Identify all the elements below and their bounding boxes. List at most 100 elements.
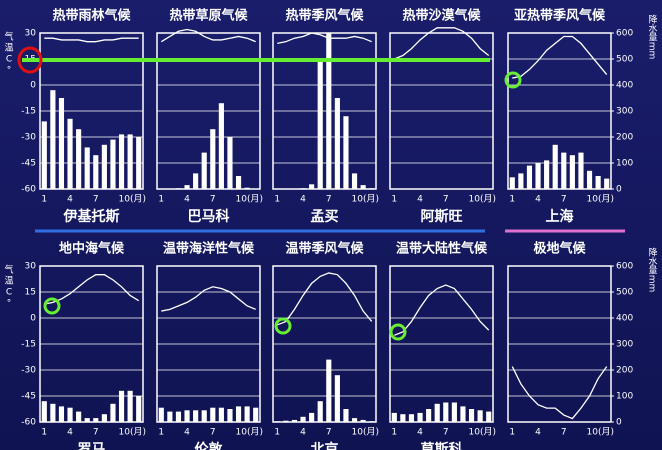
temperature-line [512,35,608,79]
precip-bar [118,134,125,189]
x-tick-label: 10(月) [469,194,496,205]
y-axis-label: ° [7,299,12,309]
y-tick-label: -30 [21,133,36,143]
highlight-circle [389,323,407,341]
precip-bar [360,419,366,422]
y2-tick-label: 600 [616,29,633,39]
y2-axis-label: 降水量mm [647,247,658,293]
precip-bar [274,188,280,189]
x-tick-label: 1 [391,428,397,438]
precip-bar [193,173,199,189]
x-tick-label: 7 [93,195,99,205]
x-tick-label: 7 [443,195,449,205]
city-name: 孟买 [311,209,339,225]
precip-bar [351,418,358,422]
temperature-line [277,272,373,326]
x-tick-label: 4 [184,195,190,205]
y-tick-label: -60 [21,418,36,428]
precip-bar [391,412,397,422]
x-tick-label: 7 [561,428,567,438]
y2-tick-label: 300 [616,340,633,350]
precip-bar [218,407,224,422]
y-tick-label: -30 [21,366,36,376]
y2-tick-label: 300 [616,107,633,117]
x-tick-label: 1 [158,428,164,438]
y2-tick-label: 200 [616,366,633,376]
y-tick-label: 15 [25,288,36,298]
precip-bar [317,59,323,189]
precip-bar [300,416,306,422]
precip-bar [76,129,82,189]
y-axis-label: 温 [4,276,13,287]
chart-title: 地中海气候 [59,241,125,257]
x-tick-label: 7 [210,195,216,205]
y-tick-label: 30 [25,29,37,39]
precip-bar [41,401,47,422]
city-name: 伦敦 [195,441,224,450]
x-tick-label: 1 [41,195,47,205]
x-tick-label: 7 [210,428,216,438]
y2-tick-label: 500 [616,288,633,298]
precip-bar [93,155,99,189]
precip-bar [477,410,483,422]
precip-bar [167,411,173,422]
precip-bar [201,410,207,422]
y2-tick-label: 200 [616,133,633,143]
precip-bar [235,176,242,189]
precip-bar [58,98,65,189]
x-tick-label: 4 [67,428,73,438]
precip-bar [210,407,216,422]
chart-title: 热带沙漠气候 [402,8,481,24]
precip-bar [468,409,475,422]
temperature-line [160,28,256,43]
city-name: 北京 [311,441,339,450]
precip-bar [84,147,90,189]
city-name: 伊基托斯 [63,208,120,225]
y-tick-label: -60 [21,185,36,195]
precip-bar [158,407,164,422]
precip-bar [526,165,533,189]
y2-axis-label: 降水量mm [647,14,658,60]
x-tick-label: 7 [326,428,332,438]
precip-bar [110,403,116,422]
precip-bar [127,390,133,422]
precip-bar [486,411,492,422]
highlight-circle [504,71,522,89]
temperature-line [161,286,256,312]
x-tick-label: 4 [417,195,423,205]
city-name: 巴马科 [188,208,230,225]
precip-bar [369,421,375,422]
y2-tick-label: 100 [616,159,633,169]
y2-tick-label: 0 [616,185,622,195]
highlight-circle [43,297,61,315]
precip-bar [84,418,90,422]
precip-bar [184,185,190,189]
precip-bar [274,421,280,422]
precip-bar [210,129,216,189]
x-tick-label: 1 [274,195,280,205]
x-tick-label: 10(月) [469,427,496,438]
precip-bar [253,407,259,422]
precip-bar [326,33,332,189]
chart-title: 温带大陆性气候 [396,241,488,257]
x-tick-label: 10(月) [236,427,263,438]
x-tick-label: 7 [561,195,567,205]
y-axis-label: ° [7,66,12,76]
chart-title: 极地气候 [533,241,586,257]
y2-tick-label: 500 [616,55,633,65]
y-tick-label: 30 [25,262,37,272]
y2-tick-label: 400 [616,81,633,91]
precip-bar [101,144,107,189]
x-tick-label: 10(月) [587,427,614,438]
precip-bar [518,173,524,189]
x-tick-label: 1 [41,428,47,438]
precip-bar [309,412,315,422]
precip-bar [426,409,432,422]
chart-title: 热带草原气候 [169,8,248,24]
x-tick-label: 4 [300,428,306,438]
temperature-line [394,27,490,60]
precip-bar [184,410,190,422]
y-axis-label: C [6,55,12,65]
chart-title: 温带海洋性气候 [163,241,255,257]
x-tick-label: 1 [158,195,164,205]
